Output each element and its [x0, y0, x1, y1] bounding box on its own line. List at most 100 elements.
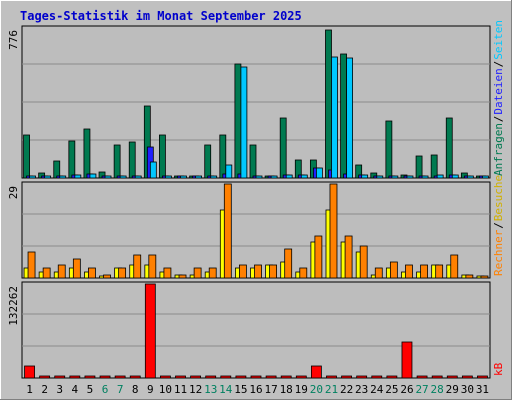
bar-kb-day-25: [386, 375, 398, 379]
bar-anfragen-day-7: [113, 144, 121, 179]
bar-anfragen-day-3: [53, 160, 61, 179]
y-tick-label-3: 132262: [7, 286, 20, 326]
bar-kb-day-14: [220, 375, 232, 379]
bar-rechner-day-10: [163, 267, 172, 279]
x-tick-label-day-1: 1: [26, 383, 33, 396]
bar-kb-day-20: [310, 365, 322, 379]
legend-label-slash: /: [492, 61, 505, 68]
bar-seiten-day-27: [421, 175, 429, 179]
bar-kb-day-13: [205, 375, 217, 379]
bar-rechner-day-1: [27, 251, 36, 279]
bar-seiten-day-19: [300, 174, 308, 179]
legend-label-besuche: Besuche: [492, 175, 505, 221]
bar-rechner-day-18: [284, 248, 293, 279]
bar-seiten-day-28: [436, 174, 444, 179]
bar-kb-day-4: [69, 375, 81, 379]
bar-kb-day-10: [160, 375, 171, 379]
bar-rechner-day-24: [374, 267, 383, 279]
bar-kb-day-24: [371, 375, 383, 379]
bar-anfragen-day-18: [279, 117, 287, 179]
x-tick-label-day-23: 23: [355, 383, 368, 396]
bar-seiten-day-12: [195, 175, 203, 179]
bar-rechner-day-17: [269, 264, 277, 279]
x-tick-label-day-27: 27: [415, 383, 428, 396]
x-tick-label-day-9: 9: [147, 383, 154, 396]
bar-seiten-day-26: [406, 175, 414, 179]
bar-rechner-day-15: [239, 264, 247, 279]
x-tick-label-day-24: 24: [370, 383, 384, 396]
legend-label-rechner: Rechner: [492, 229, 505, 276]
bar-rechner-day-19: [299, 267, 308, 279]
bar-seiten-day-31: [482, 175, 489, 179]
bar-kb-day-26: [401, 341, 413, 379]
bar-rechner-day-5: [88, 267, 96, 279]
bar-rechner-day-30: [465, 274, 474, 279]
bar-seiten-day-4: [74, 174, 82, 179]
x-tick-label-day-21: 21: [325, 383, 338, 396]
bar-kb-day-19: [295, 375, 307, 379]
bar-kb-day-29: [446, 375, 458, 379]
bar-rechner-day-2: [42, 267, 51, 279]
bar-rechner-day-23: [359, 245, 368, 279]
bar-kb-day-9: [144, 283, 156, 379]
bar-rechner-day-6: [103, 274, 111, 279]
bar-kb-day-12: [190, 375, 202, 379]
bar-seiten-day-6: [104, 175, 112, 179]
bar-anfragen-day-14: [219, 134, 227, 179]
bar-rechner-day-28: [435, 264, 444, 279]
x-tick-label-day-6: 6: [102, 383, 109, 396]
x-tick-label-day-16: 16: [249, 383, 262, 396]
bar-kb-day-21: [326, 375, 337, 379]
bar-anfragen-day-4: [68, 140, 76, 179]
bar-rechner-day-25: [389, 261, 398, 279]
x-tick-label-day-22: 22: [340, 383, 353, 396]
bar-seiten-day-3: [59, 175, 67, 179]
bar-seiten-day-21: [331, 56, 338, 179]
bar-kb-day-18: [280, 375, 292, 379]
x-tick-label-day-18: 18: [280, 383, 293, 396]
chart-title: Tages-Statistik im Monat September 2025: [20, 9, 302, 23]
bar-seiten-day-15: [240, 66, 248, 179]
legend-label-slash: /: [492, 116, 505, 123]
bar-kb-day-16: [250, 375, 262, 379]
bar-anfragen-day-22: [340, 53, 347, 179]
bar-seiten-day-5: [89, 173, 97, 179]
x-tick-label-day-2: 2: [41, 383, 48, 396]
x-tick-label-day-25: 25: [385, 383, 398, 396]
bar-seiten-day-29: [451, 174, 459, 179]
bar-rechner-day-21: [329, 183, 338, 279]
bar-seiten-day-30: [466, 175, 474, 179]
bar-seiten-day-25: [391, 175, 399, 179]
x-tick-label-day-10: 10: [159, 383, 172, 396]
bar-seiten-day-7: [119, 175, 127, 179]
bar-seiten-day-13: [210, 175, 218, 179]
bar-seiten-day-2: [44, 175, 52, 179]
x-tick-label-day-15: 15: [234, 383, 247, 396]
x-tick-label-day-14: 14: [219, 383, 233, 396]
bar-rechner-day-31: [480, 275, 489, 279]
bar-rechner-day-22: [344, 235, 353, 279]
bar-anfragen-day-15: [234, 63, 242, 179]
bar-rechner-day-9: [148, 254, 157, 279]
x-tick-label-day-30: 30: [461, 383, 474, 396]
bar-kb-day-30: [461, 375, 473, 379]
bar-kb-day-8: [129, 375, 141, 379]
panel-bg-2: [21, 181, 491, 279]
bar-seiten-day-20: [315, 167, 323, 179]
bar-seiten-day-14: [225, 164, 233, 179]
bar-anfragen-day-5: [83, 128, 91, 179]
bar-seiten-day-10: [165, 175, 172, 179]
bar-rechner-day-7: [118, 267, 127, 279]
x-tick-label-day-17: 17: [264, 383, 277, 396]
x-tick-label-day-7: 7: [117, 383, 124, 396]
legend-label-anfragen: Anfragen: [492, 123, 505, 176]
bar-rechner-day-12: [193, 267, 202, 279]
bar-rechner-day-20: [314, 235, 323, 279]
bar-rechner-day-13: [208, 267, 217, 279]
x-tick-label-day-29: 29: [446, 383, 459, 396]
bar-anfragen-day-29: [445, 117, 453, 179]
x-tick-label-day-3: 3: [56, 383, 63, 396]
bar-kb-day-1: [24, 365, 35, 379]
legend-label-dateien: Dateien: [492, 68, 505, 114]
